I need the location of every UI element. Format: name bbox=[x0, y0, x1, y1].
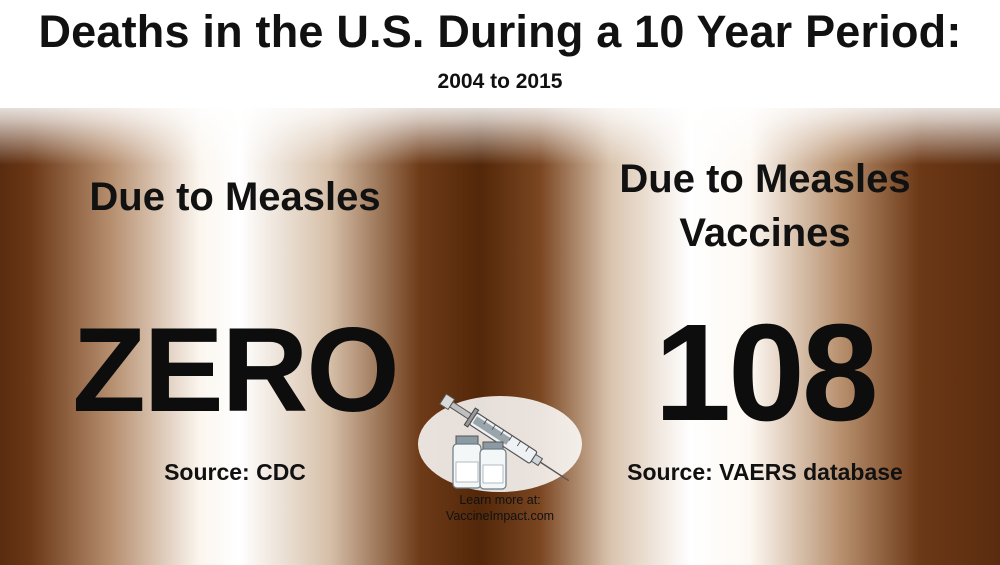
right-source: Source: VAERS database bbox=[627, 459, 903, 485]
right-heading: Due to Measles Vaccines bbox=[560, 152, 970, 260]
page-subtitle: 2004 to 2015 bbox=[437, 70, 563, 93]
logo-text-line1: Learn more at: bbox=[459, 493, 541, 507]
left-source: Source: CDC bbox=[164, 459, 306, 485]
left-value: ZERO bbox=[72, 303, 399, 437]
header-fade bbox=[0, 95, 1000, 165]
right-heading-line2: Vaccines bbox=[679, 211, 851, 255]
right-heading-line1: Due to Measles bbox=[619, 157, 911, 201]
right-value: 108 bbox=[654, 296, 878, 450]
logo-text-line2: VaccineImpact.com bbox=[445, 509, 555, 523]
left-heading: Due to Measles bbox=[89, 175, 381, 219]
vaccine-impact-logo: Learn more at: VaccineImpact.com bbox=[410, 386, 590, 526]
syringe-and-vials-icon bbox=[418, 393, 582, 492]
page-title: Deaths in the U.S. During a 10 Year Peri… bbox=[38, 6, 962, 57]
